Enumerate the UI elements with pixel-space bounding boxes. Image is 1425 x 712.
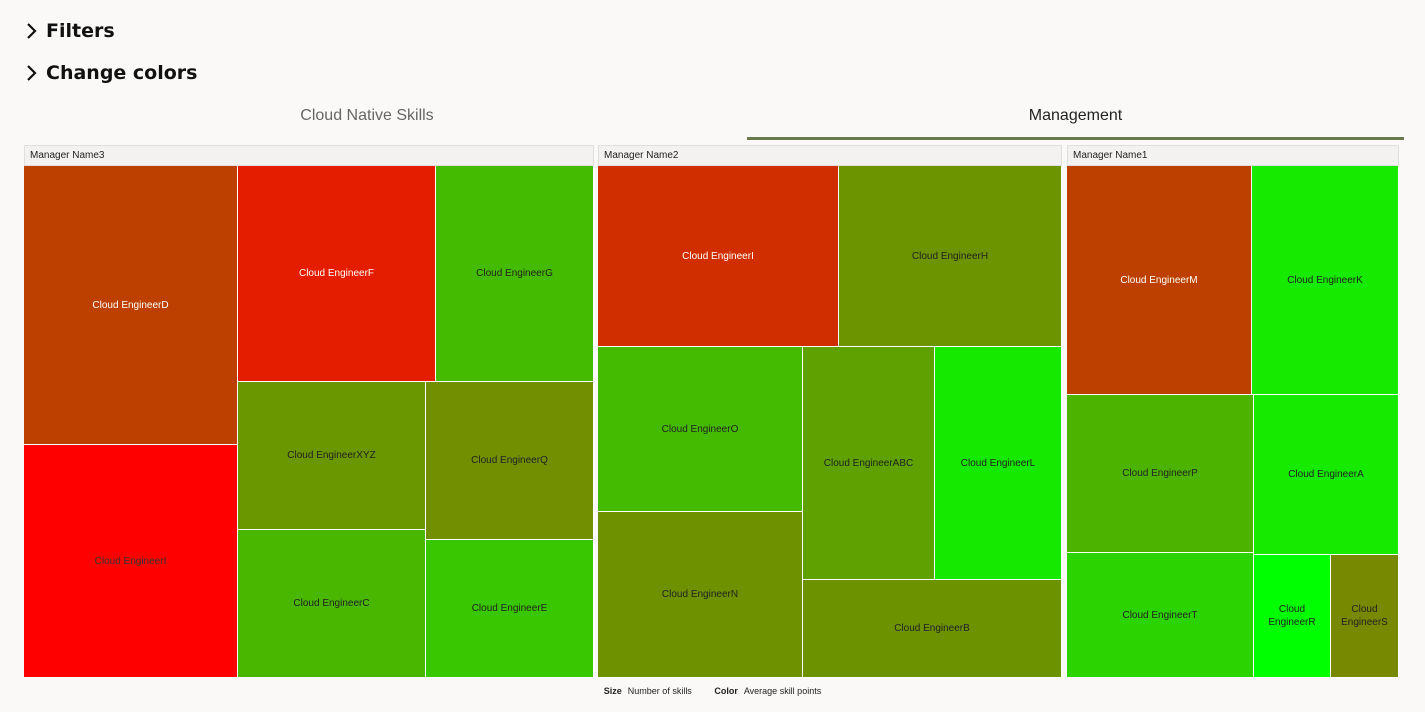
treemap-group-header[interactable]: Manager Name2 bbox=[598, 145, 1062, 166]
treemap-group-body: Cloud EngineerM Cloud EngineerK Cloud Engi… bbox=[1067, 166, 1399, 678]
treemap-tile-label: Cloud EngineerA bbox=[1288, 469, 1364, 480]
treemap-tile-label: Cloud EngineerM bbox=[1120, 274, 1198, 286]
treemap-tile-label: Cloud EngineerO bbox=[661, 423, 739, 435]
treemap-tile[interactable]: Cloud EngineerG bbox=[436, 166, 594, 382]
treemap-tile[interactable]: Cloud EngineerQ bbox=[426, 382, 594, 540]
treemap-tile[interactable]: Cloud EngineerABC bbox=[803, 347, 935, 580]
treemap-tile-label: Cloud EngineerT bbox=[1122, 609, 1198, 621]
treemap-group: Manager Name1 Cloud EngineerM Cloud Engine… bbox=[1067, 145, 1399, 678]
tab-management[interactable]: Management bbox=[747, 100, 1404, 140]
treemap-tile[interactable]: Cloud EngineerM bbox=[1067, 166, 1252, 395]
treemap-tile-label: Cloud EngineerP bbox=[1122, 468, 1198, 479]
tab-cloud-native-skills[interactable]: Cloud Native Skills bbox=[300, 107, 434, 124]
treemap-tile-label: Cloud EngineerL bbox=[960, 457, 1036, 469]
treemap-tile-label: Cloud EngineerG bbox=[476, 268, 553, 279]
treemap-tile[interactable]: Cloud EngineerB bbox=[803, 580, 1062, 678]
treemap-tile[interactable]: Cloud EngineerS bbox=[1331, 555, 1399, 678]
treemap-tile[interactable]: Cloud EngineerL bbox=[935, 347, 1062, 580]
treemap-tile-label: Cloud EngineerABC bbox=[823, 457, 914, 469]
treemap-tile[interactable]: Cloud EngineerH bbox=[839, 166, 1062, 347]
treemap-tile[interactable]: Cloud EngineerK bbox=[1252, 166, 1399, 395]
treemap-tile[interactable]: Cloud EngineerI bbox=[598, 166, 839, 347]
treemap-tile-label: Cloud EngineerH bbox=[911, 250, 989, 262]
treemap-group-body: Cloud EngineerI Cloud EngineerH Cloud Engi… bbox=[598, 166, 1062, 678]
treemap-tile[interactable]: Cloud EngineerC bbox=[238, 530, 426, 678]
treemap-tile[interactable]: Cloud EngineerO bbox=[598, 347, 803, 512]
treemap-group: Manager Name3 Cloud EngineerD Cloud Engine… bbox=[24, 145, 594, 678]
treemap-tile[interactable]: Cloud EngineerN bbox=[598, 512, 803, 678]
treemap-tile[interactable]: Cloud EngineerI bbox=[24, 445, 238, 678]
treemap-group: Manager Name2 Cloud EngineerI Cloud Engine… bbox=[598, 145, 1062, 678]
treemap-tile-label: Cloud EngineerI bbox=[682, 250, 754, 262]
treemap-tile-label: Cloud EngineerF bbox=[298, 268, 375, 279]
treemap-tile-label: Cloud EngineerQ bbox=[471, 455, 548, 466]
chevron-right-icon bbox=[27, 65, 37, 81]
treemap-tile-label: Cloud EngineerS bbox=[1341, 604, 1388, 628]
treemap-tile-label: Cloud EngineerC bbox=[293, 598, 370, 609]
treemap-group-header[interactable]: Manager Name3 bbox=[24, 145, 594, 166]
filters-label: Filters bbox=[46, 20, 115, 42]
treemap-tile[interactable]: Cloud EngineerA bbox=[1254, 395, 1399, 555]
treemap-group-body: Cloud EngineerD Cloud EngineerI Cloud Engi… bbox=[24, 166, 594, 678]
chart-legend: Size Number of skills Color Average skill … bbox=[0, 686, 1425, 696]
change-colors-expander[interactable]: Change colors bbox=[22, 62, 197, 84]
treemap-tile[interactable]: Cloud EngineerP bbox=[1067, 395, 1254, 553]
treemap-tile[interactable]: Cloud EngineerXYZ bbox=[238, 382, 426, 530]
treemap-tile[interactable]: Cloud EngineerT bbox=[1067, 553, 1254, 678]
treemap-tile[interactable]: Cloud EngineerR bbox=[1254, 555, 1331, 678]
change-colors-label: Change colors bbox=[46, 62, 198, 84]
treemap-tile-label: Cloud EngineerB bbox=[894, 623, 970, 634]
treemap-tile-label: Cloud EngineerR bbox=[1268, 604, 1316, 628]
treemap-tile[interactable]: Cloud EngineerF bbox=[238, 166, 436, 382]
treemap-tile-label: Cloud EngineerN bbox=[661, 589, 739, 600]
legend-color-key: Color bbox=[714, 686, 738, 696]
chevron-right-icon bbox=[27, 23, 37, 39]
treemap-tile[interactable]: Cloud EngineerD bbox=[24, 166, 238, 445]
legend-color-value: Average skill points bbox=[743, 686, 822, 696]
treemap-tile-label: Cloud EngineerXYZ bbox=[287, 450, 376, 461]
treemap-group-header[interactable]: Manager Name1 bbox=[1067, 145, 1399, 166]
filters-expander[interactable]: Filters bbox=[22, 20, 115, 42]
legend-size-value: Number of skills bbox=[627, 686, 692, 696]
treemap-tile-label: Cloud EngineerE bbox=[471, 603, 548, 614]
treemap-tile-label: Cloud EngineerK bbox=[1287, 274, 1363, 286]
legend-size-key: Size bbox=[603, 686, 622, 696]
treemap-tile-label: Cloud EngineerD bbox=[92, 299, 169, 311]
treemap-tile[interactable]: Cloud EngineerE bbox=[426, 540, 594, 678]
treemap-tile-label: Cloud EngineerI bbox=[94, 555, 167, 567]
